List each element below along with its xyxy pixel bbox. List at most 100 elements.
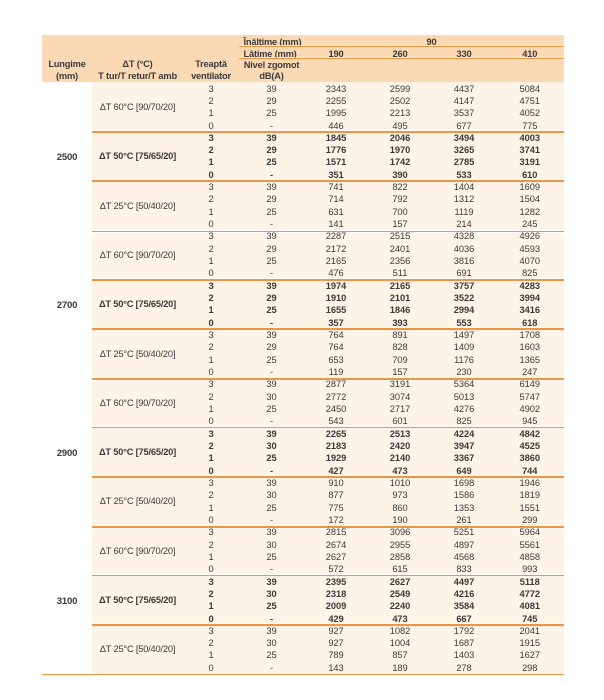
table-row: 0 - 427 473 649 744 [92, 464, 564, 476]
value-cell: 4224 [453, 428, 475, 439]
value-cell: 2140 [389, 453, 411, 464]
table-row: 3 39 2287 2515 4328 4926 [92, 230, 564, 242]
value-cell: 4497 [453, 576, 475, 587]
table-row: 0 - 143 189 278 298 [92, 662, 564, 674]
noise-cell: - [269, 564, 274, 575]
step-cell: 2 [208, 638, 214, 649]
delta-t-label: ΔT 25°C [50/40/20] [99, 644, 176, 655]
noise-cell: 39 [266, 182, 277, 193]
noise-cell: 29 [266, 95, 277, 106]
value-cell: 3537 [453, 108, 475, 119]
value-cell: 4081 [519, 601, 541, 612]
value-cell: 5118 [519, 576, 540, 587]
value-cell: 2255 [325, 95, 347, 106]
value-cell: 2318 [325, 588, 347, 599]
step-cell: 3 [208, 477, 214, 488]
value-cell: 877 [328, 490, 344, 501]
value-cell: 2101 [389, 293, 411, 304]
value-cell: 1119 [454, 206, 474, 217]
noise-cell: 25 [266, 256, 277, 267]
value-cell: 3584 [453, 601, 475, 612]
length-group-2500: 2500 ΔT 60°C [90/70/20] 3 39 2343 2599 4437 508… [42, 82, 564, 234]
value-cell: 157 [392, 367, 408, 377]
table-row: 2 30 877 973 1586 1819 [92, 489, 564, 501]
step-cell: 0 [208, 120, 214, 131]
table-row: 1 25 653 709 1176 1365 [92, 354, 564, 366]
column-header-delta-t-line1: ΔT (°C) [122, 59, 153, 70]
value-cell: 615 [392, 564, 408, 575]
table-row: 1 25 1571 1742 2785 3191 [92, 156, 564, 168]
value-cell: 2772 [325, 391, 347, 402]
delta-t-block: ΔT 60°C [90/70/20] 3 39 2877 3191 5364 6149 2 30… [92, 378, 564, 427]
table-row: 2 29 1910 2101 3522 3994 [92, 292, 564, 304]
table-row: 1 25 631 700 1119 1282 [92, 206, 564, 218]
value-cell: 653 [328, 354, 344, 365]
step-cell: 2 [208, 588, 214, 599]
table-row: 2 30 2183 2420 3947 4525 [92, 440, 564, 452]
value-cell: 247 [522, 367, 538, 377]
value-cell: 357 [328, 317, 344, 328]
value-cell: 764 [328, 330, 344, 341]
value-cell: 1551 [519, 502, 541, 513]
subgroup-divider-gap [92, 623, 564, 625]
value-cell: 278 [456, 662, 472, 673]
step-cell: 0 [208, 465, 214, 476]
noise-cell: - [269, 169, 274, 180]
delta-t-block: ΔT 50°C [75/65/20] 3 39 1845 2046 3494 4003 2 29… [92, 132, 564, 181]
step-cell: 1 [208, 502, 214, 513]
step-cell: 3 [208, 182, 214, 193]
value-cell: 945 [522, 416, 538, 427]
value-cell: 189 [392, 662, 408, 673]
table-row: 0 - 351 390 533 610 [92, 169, 564, 181]
step-cell: 2 [208, 342, 214, 353]
value-cell: 792 [392, 194, 408, 205]
value-cell: 1742 [389, 157, 411, 168]
value-cell: 1974 [325, 280, 347, 291]
table-bottom-border [42, 673, 564, 676]
value-cell: 2815 [325, 527, 347, 538]
value-cell: 2877 [325, 379, 347, 390]
value-cell: 1970 [389, 145, 411, 156]
value-cell: 2265 [325, 428, 347, 439]
table-row: 1 25 1995 2213 3537 4052 [92, 107, 564, 119]
header-width-col-0: 190 [328, 49, 344, 60]
table-row: 0 - 172 190 261 299 [92, 514, 564, 526]
table-row: 1 25 775 860 1353 1551 [92, 501, 564, 513]
table-row: 3 39 2815 3096 5251 5964 [92, 526, 564, 538]
delta-t-block: ΔT 25°C [50/40/20] 3 39 741 822 1404 1609 2 29 71… [92, 181, 564, 230]
step-cell: 3 [208, 428, 214, 439]
value-cell: 2450 [325, 403, 347, 414]
noise-cell: 30 [266, 638, 277, 649]
delta-t-block: ΔT 50°C [75/65/20] 3 39 1974 2165 3757 4283 2 29… [92, 280, 564, 329]
table-row: 0 - 119 157 230 247 [92, 366, 564, 378]
delta-t-block: ΔT 25°C [50/40/20] 3 39 910 1010 1698 1946 2 30 8… [92, 477, 564, 526]
value-cell: 1504 [519, 194, 541, 205]
subgroup-divider [92, 180, 564, 182]
noise-cell: - [269, 613, 274, 624]
value-cell: 1846 [389, 305, 411, 316]
value-cell: 1995 [325, 108, 347, 119]
value-cell: 1312 [453, 194, 475, 205]
value-cell: 4902 [519, 403, 541, 414]
group-divider-gap-below [42, 379, 564, 381]
value-cell: 1586 [453, 490, 475, 501]
value-cell: 5251 [453, 527, 475, 538]
table-row: 0 - 476 511 691 825 [92, 267, 564, 279]
column-header-treapta: Treaptă ventilator [183, 35, 239, 82]
value-cell: 172 [328, 514, 344, 525]
column-header-treapta-line1: Treaptă [195, 59, 227, 70]
value-cell: 744 [522, 465, 538, 476]
value-cell: 1609 [519, 182, 541, 193]
step-cell: 1 [208, 157, 214, 168]
step-cell: 1 [208, 453, 214, 464]
noise-cell: - [269, 120, 274, 131]
subgroup-divider-gap [92, 130, 564, 132]
noise-cell: 25 [266, 305, 277, 316]
step-cell: 0 [208, 219, 214, 230]
value-cell: 3994 [519, 293, 541, 304]
noise-cell: 39 [266, 132, 277, 143]
value-cell: 1004 [389, 638, 411, 649]
value-cell: 2858 [389, 551, 411, 562]
value-cell: 2395 [325, 576, 347, 587]
table-row: 3 39 741 822 1404 1609 [92, 181, 564, 193]
